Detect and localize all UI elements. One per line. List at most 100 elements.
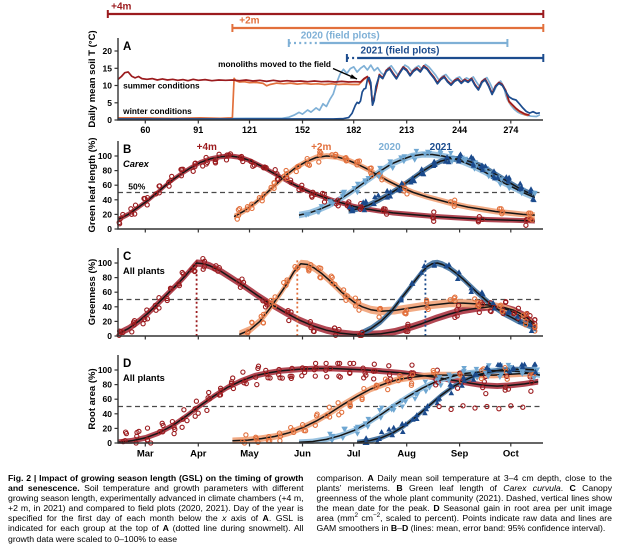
svg-text:152: 152 [295,125,310,135]
svg-text:20: 20 [103,209,113,219]
svg-text:60: 60 [140,125,150,135]
caption-segment: −2 [372,512,381,520]
caption-segment: B [396,483,403,494]
caption-segment: comparison. [316,473,368,483]
svg-text:213: 213 [399,125,414,135]
svg-text:0: 0 [107,224,112,234]
svg-text:20: 20 [103,423,113,433]
svg-text:100: 100 [98,151,112,161]
svg-text:80: 80 [103,273,113,283]
svg-text:274: 274 [503,125,518,135]
caption-segment: axis of [226,513,263,524]
caption-segment: A [367,473,374,483]
panel-d-sub-label: All plants [123,373,165,383]
gsl-bar-label-y2020: 2020 (field plots) [301,31,380,42]
summer-conditions-label: summer conditions [123,80,200,90]
gsl-bar-label-plus4m: +4m [111,2,131,13]
caption-left-column: Fig. 2 | Impact of growing season length… [8,473,304,544]
caption-segment: Carex curvula [503,483,561,494]
caption-segment: A [162,523,169,534]
panel-b-series [117,151,536,224]
panel-b-points [116,148,538,228]
caption-segment: Green leaf length of [402,483,504,494]
soil-temp-line-y2021 [118,66,541,120]
svg-text:182: 182 [346,125,361,135]
panel-c-sub-label: All plants [123,266,165,276]
monoliths-annotation: monoliths moved to the field [218,59,331,69]
svg-text:Apr: Apr [190,449,207,460]
panel-a-letter: A [123,41,131,53]
svg-text:60: 60 [103,287,113,297]
caption-segment: (dotted line during snowmelt). All growt… [8,523,304,544]
gsl-bars: +4m +2m 2020 (field plots) 2021 (field plot… [106,2,545,62]
caption-segment: – [397,523,402,534]
caption-segment: (lines: mean, error band: 95% confidence… [408,523,606,534]
panel-a-axes: 0 5 10 15 20 60 91 121 152 182 213 244 274 Daily mean… [87,30,543,135]
svg-text:80: 80 [103,166,113,176]
caption-right-column: comparison. A Daily mean soil temperatur… [317,473,613,544]
gsl-bar-label-plus2m: +2m [239,16,259,27]
panel-a-ylabel: Daily mean soil T (°C) [87,30,98,127]
svg-text:20: 20 [103,316,113,326]
figure-svg: +4m +2m 2020 (field plots) 2021 (field plot… [87,2,545,460]
svg-text:40: 40 [103,409,113,419]
svg-text:40: 40 [103,302,113,312]
svg-text:0: 0 [107,115,112,125]
caption-segment: . GSL is indicated for each group at the… [8,513,304,534]
gsl-bar-plus2m: +2m [231,16,545,32]
caption-segment: Fig. 2 | Impact of growing season length… [8,473,304,494]
panel-a-series [117,63,541,120]
annotation-arrow-icon [350,74,357,79]
caption-segment: Daily mean soil temperature at 3–4 cm de… [316,473,613,494]
caption-segment: Soil temperature and growth parameters w… [8,483,304,524]
svg-text:80: 80 [103,380,113,390]
caption-segment: C [569,483,576,494]
svg-text:0: 0 [107,331,112,341]
panel-d-ylabel: Root area (%) [87,368,98,429]
winter-conditions-label: winter conditions [122,106,192,116]
svg-text:Mar: Mar [137,449,154,460]
panel-d-letter: D [123,358,131,370]
panel-a-annotations: summer conditions winter conditions monoli… [122,59,358,116]
caption-segment: D [401,523,409,534]
gsl-bar-y2021: 2021 (field plots) [345,46,545,62]
panel-b-ylabel: Green leaf length (%) [87,137,98,232]
caption-segment: Canopy greenness of the whole plant comm… [316,483,613,514]
caption-segment: A [262,513,269,524]
svg-text:40: 40 [103,195,113,205]
svg-text:244: 244 [452,125,467,135]
group-label-y2020: 2020 [378,142,401,153]
svg-text:10: 10 [103,81,113,91]
caption-segment: B [390,523,398,534]
caption-segment: . [560,483,570,494]
svg-text:Jul: Jul [347,449,361,460]
svg-text:May: May [240,449,259,460]
gsl-bar-y2020: 2020 (field plots) [287,31,509,47]
gsl-bar-label-y2021: 2021 (field plots) [361,46,440,57]
svg-text:100: 100 [98,365,112,375]
figure-caption: Fig. 2 | Impact of growing season length… [0,467,622,544]
svg-text:Jun: Jun [294,449,311,460]
svg-text:100: 100 [98,258,112,268]
svg-text:Oct: Oct [503,449,520,460]
svg-text:91: 91 [193,125,203,135]
svg-text:15: 15 [103,63,113,73]
svg-text:121: 121 [242,125,257,135]
caption-segment: Seasonal gain in root area per unit imag… [316,503,613,524]
caption-segment: cm [358,513,373,524]
gsl-bar-plus4m: +4m [106,2,545,18]
panel-b-sub-label: Carex [123,159,150,169]
panel-d-points [120,360,541,446]
panel-c-ylabel: Greenness (%) [87,259,98,326]
svg-text:60: 60 [103,394,113,404]
group-label-plus2m: +2m [311,142,331,153]
svg-text:5: 5 [107,98,112,108]
group-label-y2021: 2021 [430,142,453,153]
caption-segment: D [433,503,440,514]
caption-segment: , scaled to percent). Points indicate ra… [316,513,613,534]
svg-text:0: 0 [107,438,112,448]
group-label-plus4m: +4m [197,142,217,153]
